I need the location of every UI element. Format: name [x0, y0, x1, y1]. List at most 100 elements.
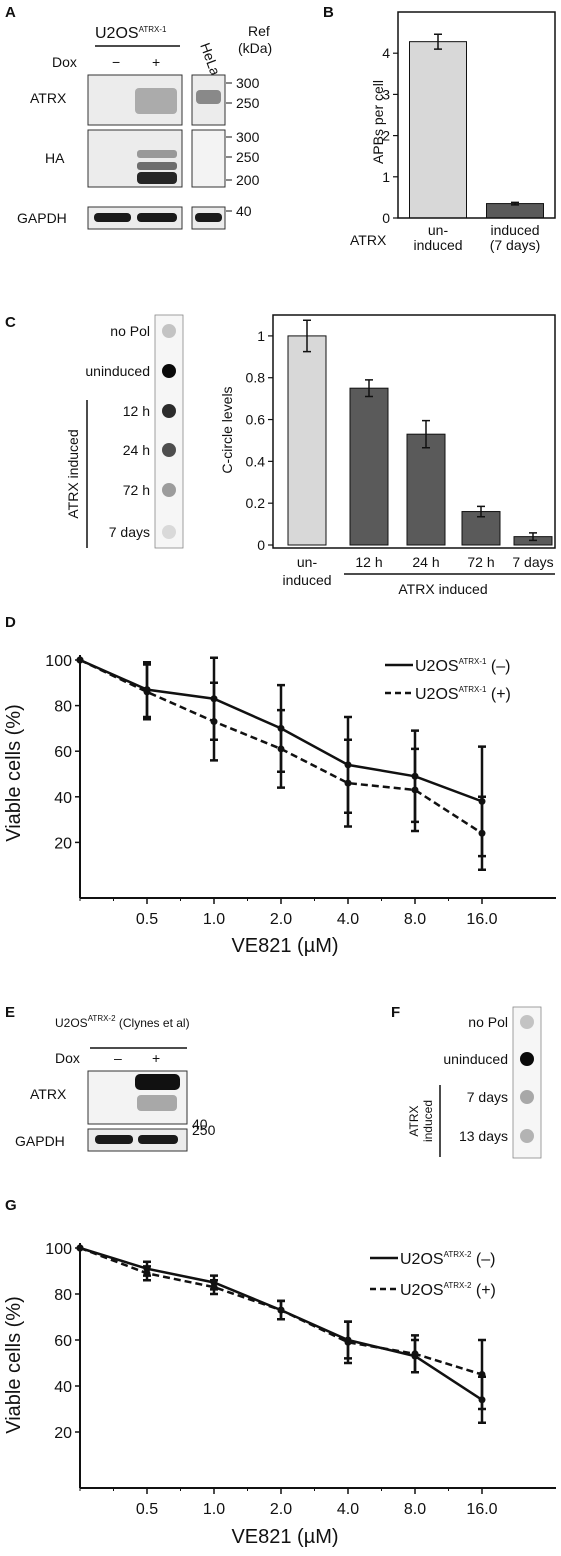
b-y-ticks: 0 1 2 3 4	[382, 45, 398, 226]
c-ytick-label: 0.4	[246, 453, 266, 469]
d-ytick-label: 40	[54, 790, 72, 807]
c-cat-label-uninduced-2: induced	[282, 572, 331, 588]
d-ytick-label: 80	[54, 699, 72, 716]
g-ytick-label: 20	[54, 1425, 72, 1442]
c-dots	[162, 324, 176, 539]
b-ytick-label: 3	[382, 86, 390, 102]
c-dot	[162, 364, 176, 378]
c-group-label: ATRX induced	[398, 581, 487, 597]
marker-200-ha: 200	[236, 172, 260, 188]
d-axes: 20 40 60 80 100 0.5 1.0 2.0 4.0 8.0 16.0	[45, 653, 556, 928]
g-xtick-label: 0.5	[136, 1501, 158, 1518]
panel-f: F no Pol uninduced 7 days 13 days ATRX i…	[391, 1004, 542, 1159]
marker-250-ha: 250	[236, 149, 260, 165]
d-ytick-label: 100	[45, 653, 72, 670]
c-error-bar	[422, 419, 430, 449]
d-data-point	[277, 745, 285, 753]
d-xtick-label: 1.0	[203, 911, 225, 928]
hela-label: HeLa	[197, 41, 224, 78]
c-dot-label: no Pol	[110, 323, 150, 339]
g-series	[76, 1244, 486, 1425]
g-data-point	[277, 1306, 285, 1314]
e-atrx-band-upper	[135, 1074, 180, 1090]
d-xtick-label: 4.0	[337, 911, 359, 928]
f-dot-label: 13 days	[459, 1128, 508, 1144]
c-dot-label: 72 h	[123, 482, 150, 498]
d-legend-2: U2OSATRX-1 (+)	[415, 685, 511, 703]
e-marker-250: 250	[192, 1122, 216, 1138]
row-label-ha: HA	[45, 150, 65, 166]
b-ytick-label: 4	[382, 45, 390, 61]
g-ytick-label: 100	[45, 1241, 72, 1258]
c-dot	[162, 404, 176, 418]
c-cat-label-uninduced-1: un-	[297, 554, 318, 570]
d-ytick-label: 60	[54, 744, 72, 761]
g-data-point	[143, 1269, 151, 1277]
e-row-label-atrx: ATRX	[30, 1086, 67, 1102]
gapdh-blot	[87, 206, 183, 230]
g-data-point	[210, 1283, 218, 1291]
d-ytick-label: 20	[54, 835, 72, 852]
panel-b-letter: B	[323, 4, 334, 21]
g-ylabel: Viable cells (%)	[3, 1296, 25, 1433]
c-cat-label: 24 h	[412, 554, 439, 570]
d-data-point	[76, 656, 84, 664]
g-xlabel: VE821 (µM)	[231, 1526, 338, 1548]
ha-band-middle	[137, 162, 177, 170]
f-dot-label: 7 days	[467, 1089, 508, 1105]
b-bar	[409, 41, 467, 219]
ha-band-upper	[137, 150, 177, 158]
b-plot-frame	[397, 11, 556, 219]
c-bar	[287, 335, 327, 546]
d-xlabel: VE821 (µM)	[231, 935, 338, 957]
g-ytick-label: 80	[54, 1287, 72, 1304]
c-cat-label: 72 h	[467, 554, 494, 570]
g-ytick-label: 40	[54, 1379, 72, 1396]
g-axes: 20 40 60 80 100 0.5 1.0 2.0 4.0 8.0 16.0	[45, 1241, 556, 1518]
f-dots	[520, 1015, 534, 1143]
g-xtick-label: 4.0	[337, 1501, 359, 1518]
gapdh-band-minus	[94, 213, 131, 222]
marker-40-gapdh: 40	[236, 203, 252, 219]
d-xtick-label: 0.5	[136, 911, 158, 928]
panel-a: A U2OSATRX-1 HeLa Ref (kDa) Dox − + ATRX…	[5, 4, 272, 230]
dox-plus: +	[152, 54, 160, 70]
d-series	[76, 656, 486, 872]
gapdh-band-plus	[137, 213, 177, 222]
marker-300-atrx: 300	[236, 75, 260, 91]
ha-band-lower	[137, 172, 177, 184]
b-ytick-label: 2	[382, 128, 390, 144]
dox-minus: −	[112, 54, 120, 70]
f-vertical-label-1: ATRX	[407, 1105, 421, 1136]
g-ytick-label: 60	[54, 1333, 72, 1350]
gapdh-hela-band	[195, 213, 222, 222]
b-cat2-line1: induced	[490, 222, 539, 238]
d-data-point	[344, 779, 352, 787]
atrx-hela-band	[196, 90, 221, 104]
c-ytick-label: 0.6	[246, 412, 266, 428]
g-xtick-label: 8.0	[404, 1501, 426, 1518]
c-dot	[162, 525, 176, 539]
e-atrx-band-lower	[137, 1095, 177, 1111]
b-ytick-label: 0	[382, 210, 390, 226]
panel-g: G Viable cells (%) 20 40 60 80 100 0.5 1.0 2.0 4…	[3, 1197, 556, 1548]
panel-e: E U2OSATRX-2 (Clynes et al) Dox – + ATRX…	[5, 1004, 216, 1152]
b-cat1-line2: induced	[413, 237, 462, 253]
c-error-bar	[365, 379, 373, 398]
g-data-point	[478, 1371, 486, 1378]
c-dot	[162, 443, 176, 457]
e-dox-plus: +	[152, 1050, 160, 1066]
c-vertical-label: ATRX induced	[65, 429, 81, 518]
c-error-bar	[529, 532, 537, 542]
c-error-bar	[477, 505, 485, 518]
c-dot-blot-strip	[154, 314, 184, 549]
b-error-bar	[434, 33, 442, 50]
g-data-point	[76, 1244, 84, 1252]
b-error-bar	[511, 201, 519, 206]
c-dot	[162, 324, 176, 338]
e-dox-label: Dox	[55, 1050, 80, 1066]
atrx-band	[135, 88, 177, 114]
kda-label: (kDa)	[238, 40, 272, 56]
f-vertical-label-2: induced	[421, 1100, 435, 1142]
